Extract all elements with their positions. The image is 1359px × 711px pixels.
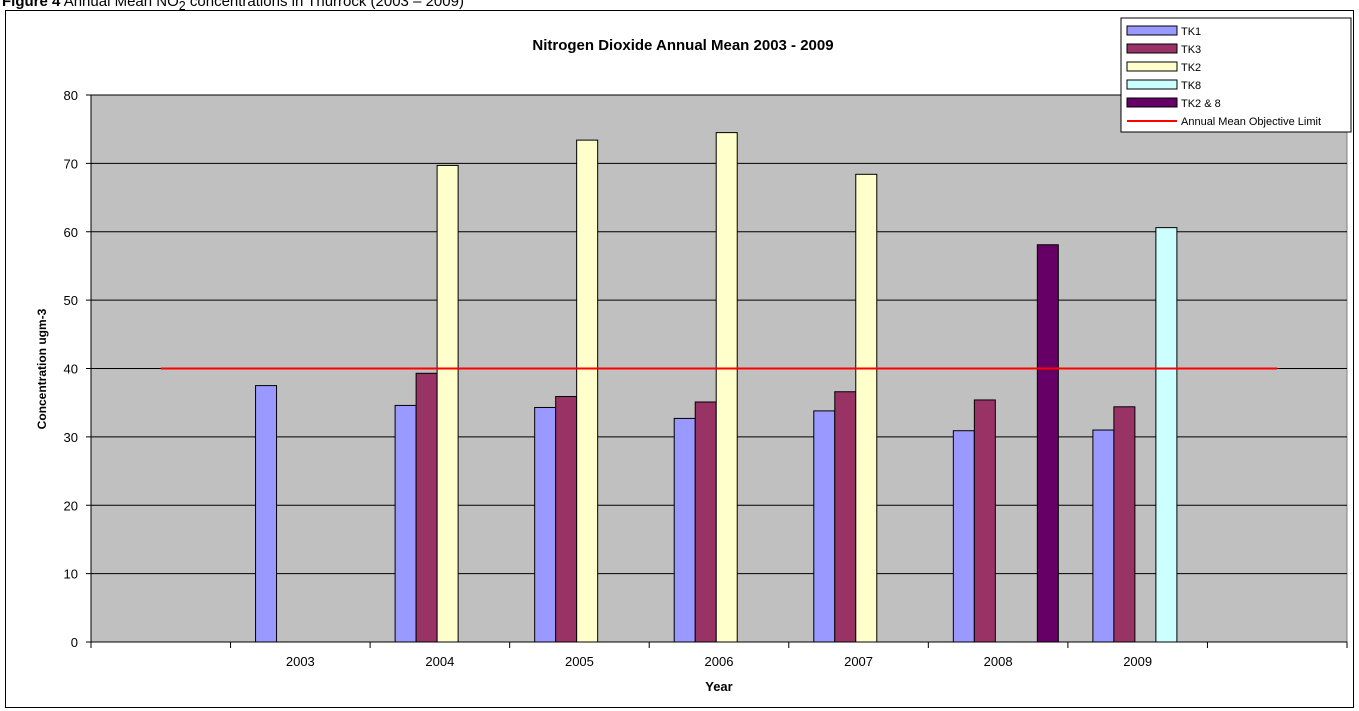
legend-swatch [1126, 43, 1178, 54]
legend-label: Annual Mean Objective Limit [1181, 116, 1321, 128]
x-axis-label: Year [705, 679, 732, 694]
y-tick-label: 60 [64, 225, 78, 240]
bar-tk8-2009 [1155, 227, 1178, 643]
bar-tk2-2007 [855, 173, 878, 643]
axes: 0 10 20 30 40 50 60 70 80 2003 2004 2005 2006 2007 200… [64, 88, 1348, 669]
bar-tk1-2007 [813, 410, 836, 643]
bar-tk1-2008 [952, 430, 975, 643]
x-tick-label-2005: 2005 [565, 654, 594, 669]
legend-swatch [1126, 25, 1178, 36]
y-tick-label: 10 [64, 567, 78, 582]
x-tick-label-2007: 2007 [844, 654, 873, 669]
legend: TK1 TK3 TK2 TK8 TK2 & 8 Annual Mean Objective… [1120, 17, 1352, 133]
legend-label: TK2 & 8 [1181, 98, 1221, 110]
legend-label: TK3 [1181, 44, 1201, 56]
caption-suffix: concentrations in Thurrock (2003 – 2009) [185, 0, 464, 10]
x-tick-label-2003: 2003 [286, 654, 315, 669]
bar-tk2-2005 [576, 139, 599, 643]
legend-label: TK1 [1181, 26, 1201, 38]
legend-box [1120, 17, 1352, 133]
bar-tk2-2004 [436, 164, 459, 643]
bar-tk3-2004 [415, 372, 438, 643]
bar-tk3-2008 [973, 399, 996, 643]
bars [255, 132, 1178, 643]
legend-swatch [1126, 61, 1178, 72]
y-tick-label: 40 [64, 362, 78, 377]
bar-tk3-2005 [555, 396, 578, 643]
bar-tk28-2008 [1036, 244, 1059, 643]
y-tick-label: 50 [64, 293, 78, 308]
legend-label: TK2 [1181, 62, 1201, 74]
y-tick-label: 70 [64, 156, 78, 171]
y-tick-label: 80 [64, 88, 78, 103]
x-tick-label-2004: 2004 [425, 654, 454, 669]
x-tick-label-2006: 2006 [705, 654, 734, 669]
bar-tk2-2006 [715, 132, 738, 643]
legend-swatch [1126, 79, 1178, 90]
bar-tk3-2006 [694, 401, 717, 643]
figure-caption: Figure 4 Annual Mean NO2 concentrations … [2, 0, 464, 15]
y-tick-label: 0 [71, 635, 78, 650]
legend-label: TK8 [1181, 80, 1201, 92]
x-tick-label-2008: 2008 [984, 654, 1013, 669]
bar-tk1-2009 [1092, 429, 1115, 643]
figure-number: Figure 4 [2, 0, 61, 10]
y-tick-label: 30 [64, 430, 78, 445]
chart-frame [5, 10, 1354, 708]
bar-tk1-2005 [534, 406, 557, 643]
bar-tk3-2007 [834, 391, 857, 643]
caption-text: Annual Mean NO [60, 0, 179, 10]
caption-subscript: 2 [178, 0, 186, 13]
y-tick-label: 20 [64, 498, 78, 513]
bar-tk3-2009 [1113, 406, 1136, 643]
y-axis-label: Concentration ugm-3 [35, 308, 49, 429]
bar-tk1-2006 [673, 417, 696, 643]
legend-swatch [1126, 97, 1178, 108]
x-tick-label-2009: 2009 [1123, 654, 1152, 669]
chart-title: Nitrogen Dioxide Annual Mean 2003 - 2009 [532, 37, 833, 54]
bar-tk1-2003 [255, 385, 278, 643]
bar-tk1-2004 [394, 404, 417, 643]
